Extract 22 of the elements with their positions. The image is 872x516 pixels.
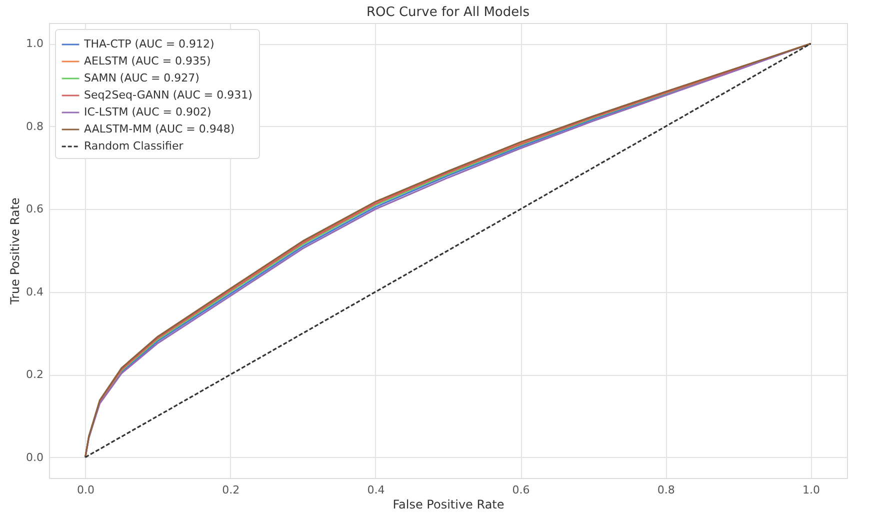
legend-label: Random Classifier [84,140,184,152]
x-tick-label: 0.4 [367,484,385,496]
y-tick-label: 0.8 [26,120,44,133]
x-tick-label: 1.0 [802,484,820,496]
legend-label: IC-LSTM (AUC = 0.902) [84,106,212,118]
legend-label: THA-CTP (AUC = 0.912) [83,38,214,50]
x-tick-label: 0.6 [512,484,530,496]
x-tick-label: 0.0 [77,484,95,496]
y-tick-label: 0.2 [26,368,44,382]
legend-label: SAMN (AUC = 0.927) [84,72,200,84]
legend-label: AELSTM (AUC = 0.935) [84,54,211,68]
y-tick-label: 0.4 [26,285,44,298]
y-axis-title: True Positive Rate [8,198,22,306]
x-axis-title: False Positive Rate [392,498,504,512]
chart-title: ROC Curve for All Models [366,5,530,20]
y-tick-label: 0.6 [26,202,44,216]
x-tick-label: 0.2 [222,484,240,496]
y-tick-label: 1.0 [26,37,44,50]
y-tick-label: 0.0 [26,450,44,464]
x-tick-label: 0.8 [657,484,675,496]
legend-label: Seq2Seq-GANN (AUC = 0.931) [84,88,252,102]
legend-label: AALSTM-MM (AUC = 0.948) [84,122,235,136]
